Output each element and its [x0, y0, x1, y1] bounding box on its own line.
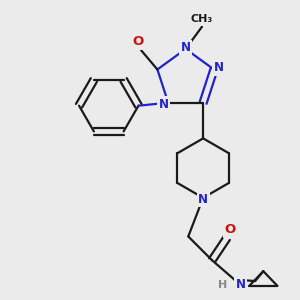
- Text: O: O: [133, 35, 144, 48]
- Text: O: O: [224, 223, 236, 236]
- Text: N: N: [181, 41, 191, 54]
- Text: CH₃: CH₃: [191, 14, 213, 24]
- Text: N: N: [159, 98, 169, 111]
- Text: N: N: [236, 278, 246, 290]
- Text: H: H: [218, 280, 227, 290]
- Text: N: N: [213, 61, 224, 74]
- Text: N: N: [198, 193, 208, 206]
